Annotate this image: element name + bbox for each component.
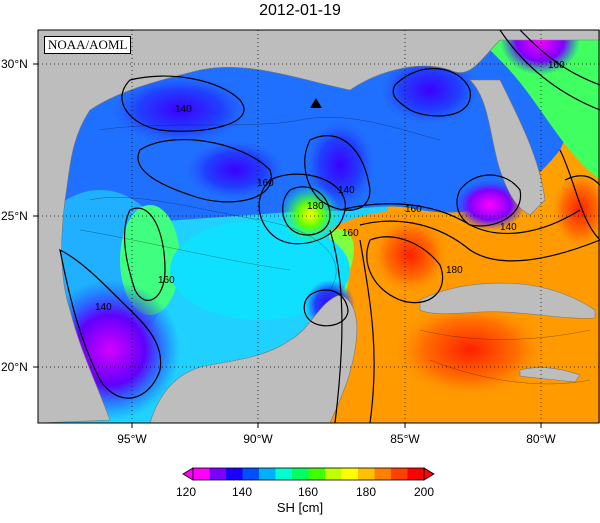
contour-lines xyxy=(59,30,600,423)
map-frame xyxy=(37,29,600,424)
contour-label: 140 xyxy=(338,185,355,196)
colorbar-cell xyxy=(226,468,243,480)
colorbar-tick: 120 xyxy=(175,485,197,499)
lon-label: 80°W xyxy=(526,432,556,446)
colorbar-tick: 160 xyxy=(297,485,319,499)
colorbar-tick: 180 xyxy=(355,485,377,499)
colorbar-cell xyxy=(308,468,326,480)
contour-label: 160 xyxy=(257,178,274,189)
contour-label: 140 xyxy=(95,302,112,313)
contour-label: 160 xyxy=(405,204,422,215)
colorbar-cell xyxy=(341,468,359,480)
contour-label: 160 xyxy=(158,275,175,286)
colorbar-low-arrow xyxy=(182,467,194,481)
contour-label: 140 xyxy=(500,222,517,233)
colorbar-cell xyxy=(209,468,227,480)
colorbar xyxy=(182,467,435,481)
lat-label: 25°N xyxy=(1,209,28,223)
colorbar-cell xyxy=(275,468,293,480)
grid-lines xyxy=(38,30,600,423)
source-label: NOAA/AOML xyxy=(44,36,132,54)
lat-label: 20°N xyxy=(1,360,28,374)
colorbar-cell xyxy=(325,468,342,480)
contour-label: 180 xyxy=(446,265,463,276)
contour-label: 160 xyxy=(342,228,359,239)
colorbar-cell xyxy=(358,468,375,480)
colorbar-cell xyxy=(259,468,276,480)
map-title: 2012-01-19 xyxy=(259,2,341,19)
contour-label: 180 xyxy=(307,201,324,212)
lon-label: 85°W xyxy=(390,432,420,446)
land-mass xyxy=(38,30,600,423)
contour-label: 160 xyxy=(548,60,565,71)
colorbar-cell xyxy=(391,468,408,480)
colorbar-cell xyxy=(292,468,309,480)
lon-label: 90°W xyxy=(243,432,273,446)
colorbar-tick: 140 xyxy=(231,485,253,499)
colorbar-high-arrow xyxy=(423,467,435,481)
colorbar-tick: 200 xyxy=(413,485,435,499)
colorbar-cell xyxy=(193,468,210,480)
latitude-labels: 30°N 25°N 20°N xyxy=(1,57,28,374)
colorbar-cell xyxy=(407,468,425,480)
sea-height-field: 140 140 140 160 160 160 160 180 180 160 … xyxy=(38,30,600,423)
contour-label: 140 xyxy=(175,104,192,115)
colorbar-units: SH [cm] xyxy=(276,500,324,515)
contour-labels: 140 140 140 160 160 160 160 180 180 160 … xyxy=(95,60,565,313)
colorbar-cell xyxy=(374,468,392,480)
lat-label: 30°N xyxy=(1,57,28,71)
longitude-labels: 95°W 90°W 85°W 80°W xyxy=(117,432,556,446)
colorbar-cell xyxy=(242,468,260,480)
axis-ticks xyxy=(33,63,542,428)
marker-triangle-icon xyxy=(310,98,322,108)
lon-label: 95°W xyxy=(117,432,147,446)
